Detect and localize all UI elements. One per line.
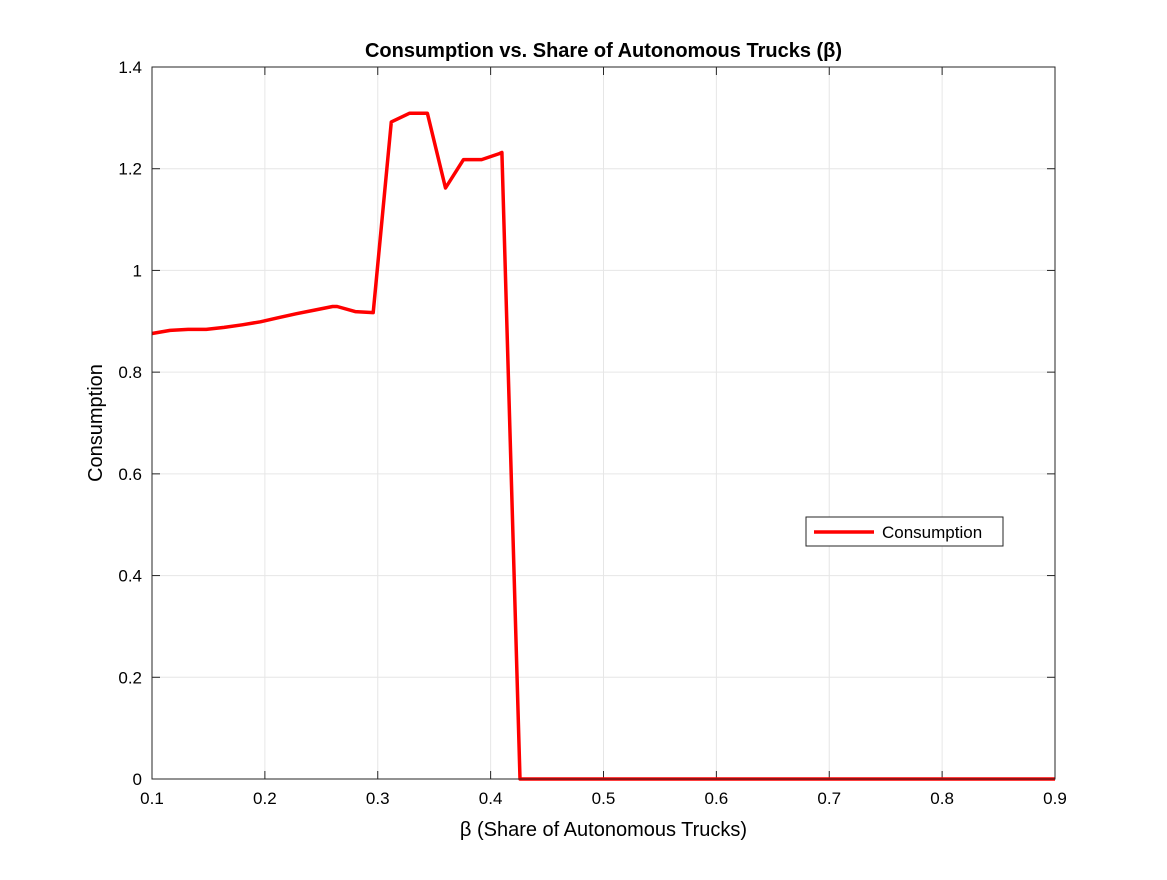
x-tick-label: 0.2 [253,789,277,808]
x-tick-label: 0.1 [140,789,164,808]
x-tick-label: 0.3 [366,789,390,808]
x-axis-label: β (Share of Autonomous Trucks) [460,819,747,841]
legend: Consumption [805,516,1004,547]
tick-labels: 0.1 0.2 0.3 0.4 0.5 0.6 0.7 0.8 0.9 0 0.2 0.4 0.6 0.8… [118,58,1066,808]
x-tick-label: 0.5 [592,789,616,808]
x-tick-label: 0.9 [1043,789,1067,808]
x-tick-label: 0.6 [705,789,729,808]
x-tick-label: 0.8 [930,789,954,808]
legend-entry-consumption: Consumption [882,523,982,542]
chart-title: Consumption vs. Share of Autonomous Truc… [365,40,842,62]
y-tick-label: 0 [133,770,142,789]
y-tick-label: 1 [133,261,142,280]
x-tick-label: 0.4 [479,789,503,808]
y-tick-label: 0.4 [118,567,142,586]
plot-frame [151,66,1056,780]
y-tick-label: 0.8 [118,363,142,382]
series-line-consumption [151,111,1055,781]
series-layer [151,111,1055,781]
y-tick-label: 1.2 [118,160,142,179]
x-tick-label: 0.7 [817,789,841,808]
y-tick-label: 1.4 [118,58,142,77]
y-tick-label: 0.2 [118,668,142,687]
y-axis-label: Consumption [85,364,107,482]
y-tick-label: 0.6 [118,465,142,484]
